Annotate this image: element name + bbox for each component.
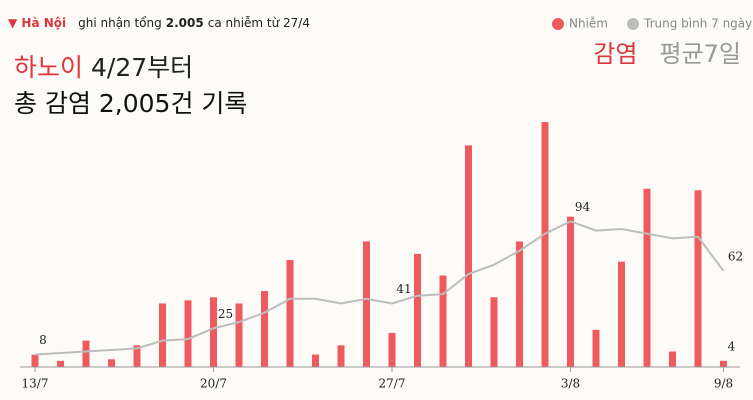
- bar: [210, 297, 217, 367]
- bar: [694, 190, 702, 367]
- bar: [388, 332, 396, 367]
- bar: [669, 351, 676, 367]
- data-label: 4: [728, 339, 736, 353]
- bar: [567, 216, 574, 367]
- legend-ko-item: 평균7일: [659, 40, 741, 68]
- legend-label: Nhiễm: [569, 17, 608, 31]
- annotation: 하노이 4/27부터: [14, 48, 193, 84]
- data-label: 94: [575, 200, 591, 214]
- bar: [235, 303, 243, 367]
- header-total: 2.005: [165, 16, 204, 30]
- bar: [57, 360, 64, 367]
- annotation: 총 감염 2,005건 기록: [14, 89, 248, 118]
- avg-line: [34, 220, 725, 356]
- legend-label: Trung bình 7 ngày: [643, 17, 752, 31]
- bar: [618, 261, 625, 367]
- bar: [312, 354, 319, 367]
- location-text: Hà Nội: [21, 16, 67, 30]
- data-label: 62: [728, 249, 743, 263]
- x-tick-label: 9/8: [714, 377, 733, 391]
- data-label: 8: [39, 333, 47, 347]
- bar: [541, 122, 549, 367]
- bar: [159, 303, 166, 367]
- annotation-text: 4/27부터: [91, 53, 194, 82]
- bar: [82, 340, 90, 367]
- header-text: ghi nhận tổng: [78, 16, 162, 30]
- bar: [643, 188, 651, 367]
- x-tick-label: 27/7: [379, 377, 406, 391]
- legend-ko-item: 감염: [593, 40, 638, 68]
- bar: [261, 291, 268, 367]
- header-text: ca nhiễm từ 27/4: [207, 16, 310, 30]
- bar: [133, 345, 141, 367]
- bar: [490, 297, 498, 367]
- legend-marker: [552, 18, 564, 30]
- x-tick-label: 20/7: [200, 377, 227, 391]
- bar: [108, 359, 115, 367]
- location: ▼ Hà Nội: [8, 16, 67, 30]
- header: ▼ Hà Nội ghi nhận tổng 2.005 ca nhiễm từ 27…: [8, 16, 310, 30]
- bar: [286, 260, 294, 367]
- annotation-red: 하노이: [14, 53, 84, 82]
- bar: [516, 241, 523, 367]
- bar: [337, 345, 345, 367]
- bar: [363, 241, 370, 367]
- legend-marker: [627, 18, 639, 30]
- data-label: 41: [396, 282, 411, 296]
- x-tick-label: 13/7: [22, 377, 49, 391]
- bar: [414, 253, 421, 367]
- legend-ko: 감염 평균7일: [571, 34, 741, 69]
- data-label: 25: [218, 307, 233, 321]
- bar: [31, 354, 39, 367]
- bar: [465, 145, 472, 367]
- bar: [184, 300, 192, 367]
- bar: [592, 329, 600, 367]
- bar: [720, 360, 727, 367]
- bar: [439, 275, 447, 367]
- x-tick-label: 3/8: [561, 377, 580, 391]
